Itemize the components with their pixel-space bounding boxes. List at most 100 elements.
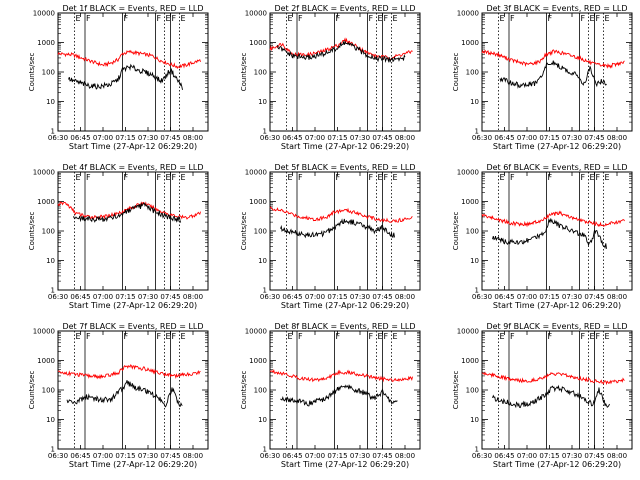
y-tick-label: 1000 — [249, 39, 267, 47]
x-tick-label: 08:00 — [395, 134, 415, 142]
event-marker-label: F — [298, 173, 303, 182]
event-marker-label: E — [76, 332, 81, 341]
x-tick-label: 07:15 — [115, 134, 135, 142]
plot-frame — [57, 12, 209, 132]
event-marker-label: F — [581, 332, 586, 341]
event-marker-label: E — [166, 332, 171, 341]
x-tick-label: 07:30 — [562, 452, 582, 460]
event-marker-label: F — [124, 173, 129, 182]
x-tick-label: 07:45 — [372, 452, 392, 460]
x-axis-label: Start Time (27-Apr-12 06:29:20) — [69, 142, 197, 151]
event-marker-label: F — [548, 173, 553, 182]
event-marker-label: F — [172, 332, 177, 341]
event-marker-label: E — [181, 173, 186, 182]
event-marker-label: F — [157, 332, 162, 341]
y-tick-label: 10000 — [245, 169, 267, 177]
event-marker-label: E — [500, 332, 505, 341]
x-tick-label: 06:45 — [70, 452, 90, 460]
x-tick-label: 07:45 — [372, 134, 392, 142]
x-tick-label: 06:30 — [48, 134, 68, 142]
series-lld-line — [481, 49, 625, 69]
event-marker-label: E — [378, 173, 383, 182]
event-marker-label: E — [181, 14, 186, 23]
series-lld-line — [269, 206, 413, 223]
panel-7: Det 7f BLACK = Events, RED = LLD Start Ti… — [28, 322, 209, 469]
series-lld-line — [269, 368, 413, 383]
plot-frame — [269, 330, 421, 450]
series-lld-line — [57, 364, 201, 380]
x-tick-label: 07:15 — [115, 452, 135, 460]
event-marker-label: F — [510, 332, 515, 341]
panel-9: Det 9f BLACK = Events, RED = LLD Start Ti… — [452, 322, 633, 469]
event-marker-label: E — [76, 14, 81, 23]
y-tick-label: 100 — [466, 387, 479, 395]
event-marker-label: E — [590, 332, 595, 341]
y-tick-label: 10 — [470, 416, 479, 424]
y-tick-label: 10 — [258, 257, 267, 265]
panel-4: Det 4f BLACK = Events, RED = LLD Start Ti… — [28, 163, 209, 310]
x-tick-label: 07:30 — [138, 452, 158, 460]
y-tick-label: 100 — [42, 69, 55, 77]
event-marker-label: E — [166, 173, 171, 182]
event-marker-label: E — [590, 14, 595, 23]
y-tick-label: 1 — [263, 446, 267, 454]
event-marker-label: F — [336, 332, 341, 341]
x-tick-label: 06:45 — [282, 452, 302, 460]
x-tick-label: 06:45 — [282, 293, 302, 301]
series-events-line — [73, 202, 182, 223]
x-tick-label: 07:15 — [327, 134, 347, 142]
event-marker-label: E — [500, 14, 505, 23]
chart-title: Det 2f BLACK = Events, RED = LLD — [274, 4, 415, 13]
event-marker-label: E — [288, 332, 293, 341]
event-marker-label: F — [369, 332, 374, 341]
y-tick-label: 10 — [258, 416, 267, 424]
event-marker-label: F — [548, 14, 553, 23]
y-tick-label: 10 — [46, 257, 55, 265]
chart-title: Det 5f BLACK = Events, RED = LLD — [274, 163, 415, 172]
x-tick-label: 06:30 — [48, 293, 68, 301]
x-tick-label: 07:30 — [138, 293, 158, 301]
x-tick-label: 06:45 — [494, 452, 514, 460]
y-tick-label: 10000 — [33, 169, 55, 177]
y-tick-label: 10 — [470, 98, 479, 106]
event-marker-label: F — [172, 173, 177, 182]
x-tick-label: 07:45 — [372, 293, 392, 301]
y-tick-label: 100 — [466, 69, 479, 77]
event-marker-label: E — [288, 173, 293, 182]
series-events-line — [492, 384, 610, 409]
y-axis-label: Counts/sec — [28, 212, 36, 251]
series-lld-line — [481, 210, 625, 228]
y-tick-label: 10000 — [245, 328, 267, 336]
x-tick-label: 07:00 — [93, 452, 113, 460]
y-axis-label: Counts/sec — [28, 53, 36, 92]
event-marker-label: F — [86, 332, 91, 341]
x-axis-label: Start Time (27-Apr-12 06:29:20) — [69, 460, 197, 469]
x-tick-label: 07:45 — [160, 452, 180, 460]
y-tick-label: 10 — [258, 98, 267, 106]
series-events-line — [280, 218, 395, 239]
event-marker-label: E — [378, 332, 383, 341]
y-tick-label: 1 — [51, 287, 55, 295]
x-tick-label: 06:30 — [48, 452, 68, 460]
x-tick-label: 07:30 — [562, 293, 582, 301]
y-axis-label: Counts/sec — [452, 371, 460, 410]
x-axis-label: Start Time (27-Apr-12 06:29:20) — [69, 301, 197, 310]
chart-title: Det 6f BLACK = Events, RED = LLD — [486, 163, 627, 172]
event-marker-label: E — [393, 332, 398, 341]
chart-title: Det 8f BLACK = Events, RED = LLD — [274, 322, 415, 331]
y-tick-label: 10 — [470, 257, 479, 265]
plot-frame — [57, 330, 209, 450]
plot-frame — [481, 12, 633, 132]
x-tick-label: 07:00 — [517, 452, 537, 460]
event-marker-label: E — [288, 14, 293, 23]
event-marker-label: F — [124, 14, 129, 23]
series-events-line — [277, 40, 406, 63]
y-tick-label: 1 — [475, 128, 479, 136]
event-marker-label: F — [86, 14, 91, 23]
x-tick-label: 06:30 — [472, 452, 492, 460]
y-tick-label: 10 — [46, 98, 55, 106]
event-marker-label: E — [605, 332, 610, 341]
y-tick-label: 100 — [254, 228, 267, 236]
y-tick-label: 1 — [263, 128, 267, 136]
